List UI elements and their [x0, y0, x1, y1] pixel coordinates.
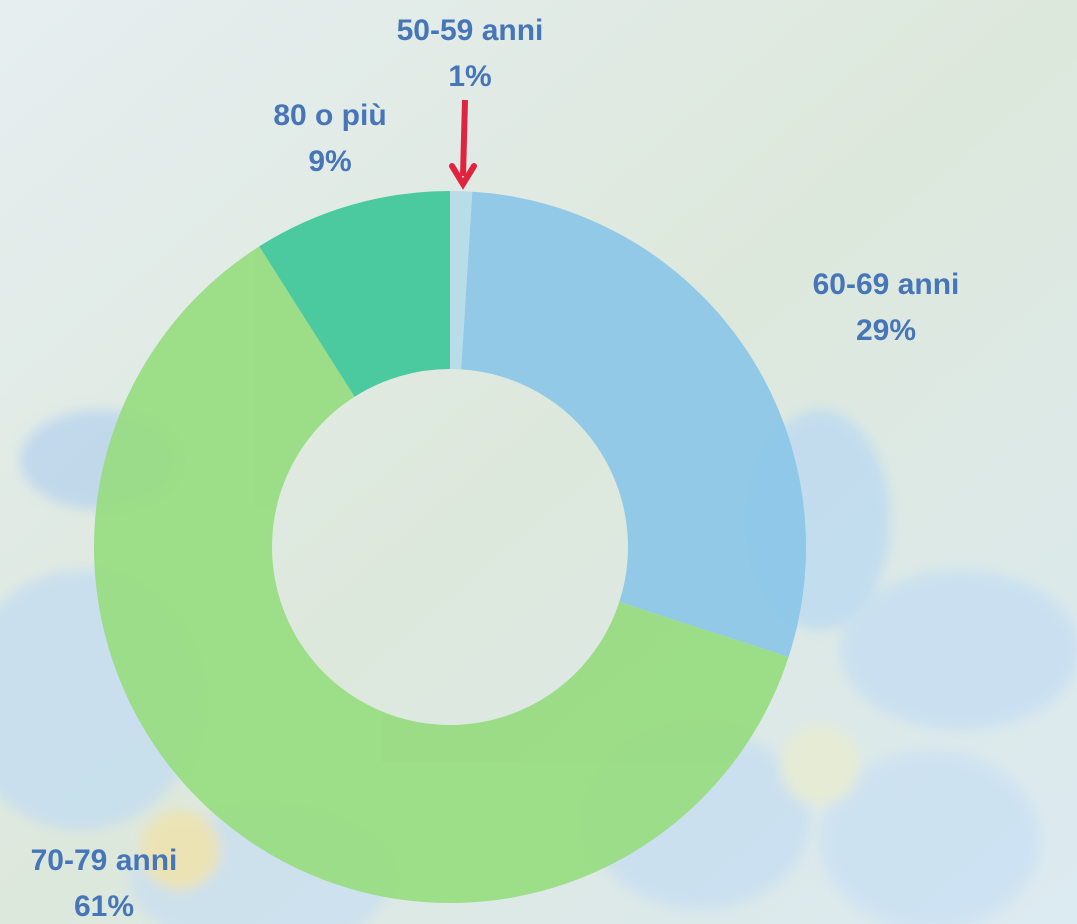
category-label: 70-79 anni — [31, 844, 178, 877]
category-label: 50-59 anni — [397, 14, 544, 47]
value-label: 29% — [856, 314, 916, 347]
arrow-head — [449, 163, 477, 190]
value-label: 1% — [448, 60, 491, 93]
slice — [461, 191, 807, 658]
value-label: 9% — [308, 145, 351, 178]
category-label: 80 o più — [273, 99, 386, 132]
slice — [259, 191, 450, 397]
slice — [93, 246, 789, 904]
value-label: 61% — [74, 890, 134, 923]
arrow — [460, 99, 468, 177]
slice — [450, 191, 473, 370]
slices — [93, 191, 807, 904]
category-label: 60-69 anni — [813, 268, 960, 301]
